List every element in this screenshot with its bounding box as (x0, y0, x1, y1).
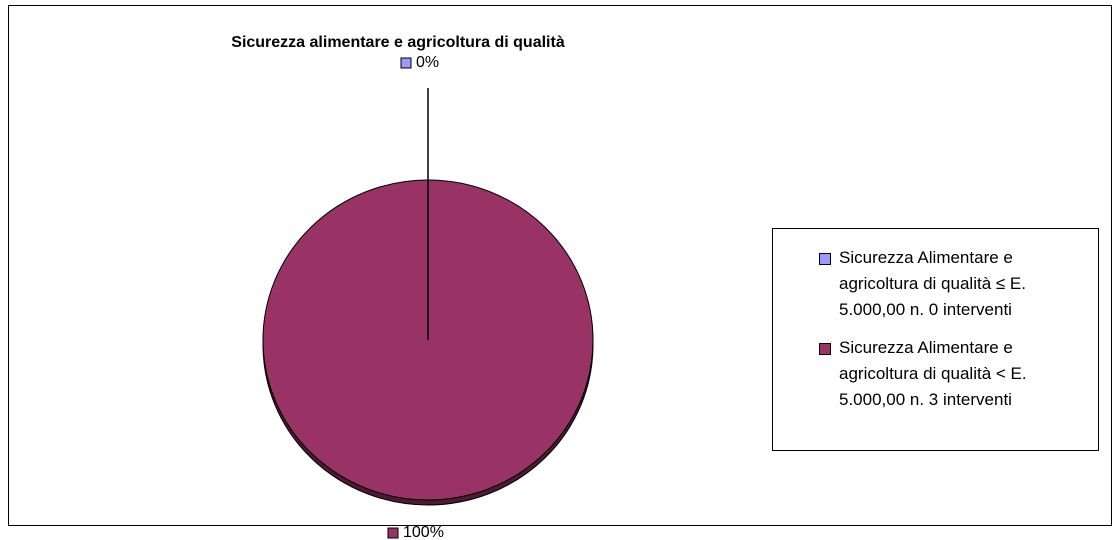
legend: Sicurezza Alimentare e agricoltura di qu… (772, 228, 1099, 451)
label-swatch (400, 57, 412, 69)
legend-label: Sicurezza Alimentare e agricoltura di qu… (839, 338, 1027, 409)
label-swatch (387, 527, 399, 539)
data-label: 100% (403, 524, 444, 540)
legend-swatch (819, 253, 831, 265)
data-label: 0% (416, 54, 439, 71)
legend-label: Sicurezza Alimentare e agricoltura di qu… (839, 248, 1026, 319)
legend-swatch (819, 343, 831, 355)
chart-title: Sicurezza alimentare e agricoltura di qu… (231, 34, 565, 51)
